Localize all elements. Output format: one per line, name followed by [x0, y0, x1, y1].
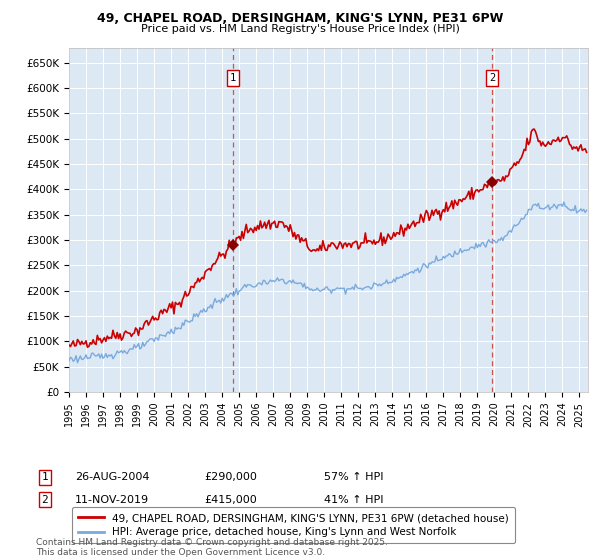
Text: 2: 2 — [489, 73, 496, 83]
Text: 26-AUG-2004: 26-AUG-2004 — [75, 472, 149, 482]
Text: 1: 1 — [41, 472, 49, 482]
Text: 1: 1 — [230, 73, 236, 83]
Text: 57% ↑ HPI: 57% ↑ HPI — [324, 472, 383, 482]
Text: 41% ↑ HPI: 41% ↑ HPI — [324, 494, 383, 505]
Text: £290,000: £290,000 — [204, 472, 257, 482]
Text: 11-NOV-2019: 11-NOV-2019 — [75, 494, 149, 505]
Text: 2: 2 — [41, 494, 49, 505]
Text: Contains HM Land Registry data © Crown copyright and database right 2025.
This d: Contains HM Land Registry data © Crown c… — [36, 538, 388, 557]
Text: Price paid vs. HM Land Registry's House Price Index (HPI): Price paid vs. HM Land Registry's House … — [140, 24, 460, 34]
Legend: 49, CHAPEL ROAD, DERSINGHAM, KING'S LYNN, PE31 6PW (detached house), HPI: Averag: 49, CHAPEL ROAD, DERSINGHAM, KING'S LYNN… — [71, 507, 515, 544]
Text: 49, CHAPEL ROAD, DERSINGHAM, KING'S LYNN, PE31 6PW: 49, CHAPEL ROAD, DERSINGHAM, KING'S LYNN… — [97, 12, 503, 25]
Text: £415,000: £415,000 — [204, 494, 257, 505]
